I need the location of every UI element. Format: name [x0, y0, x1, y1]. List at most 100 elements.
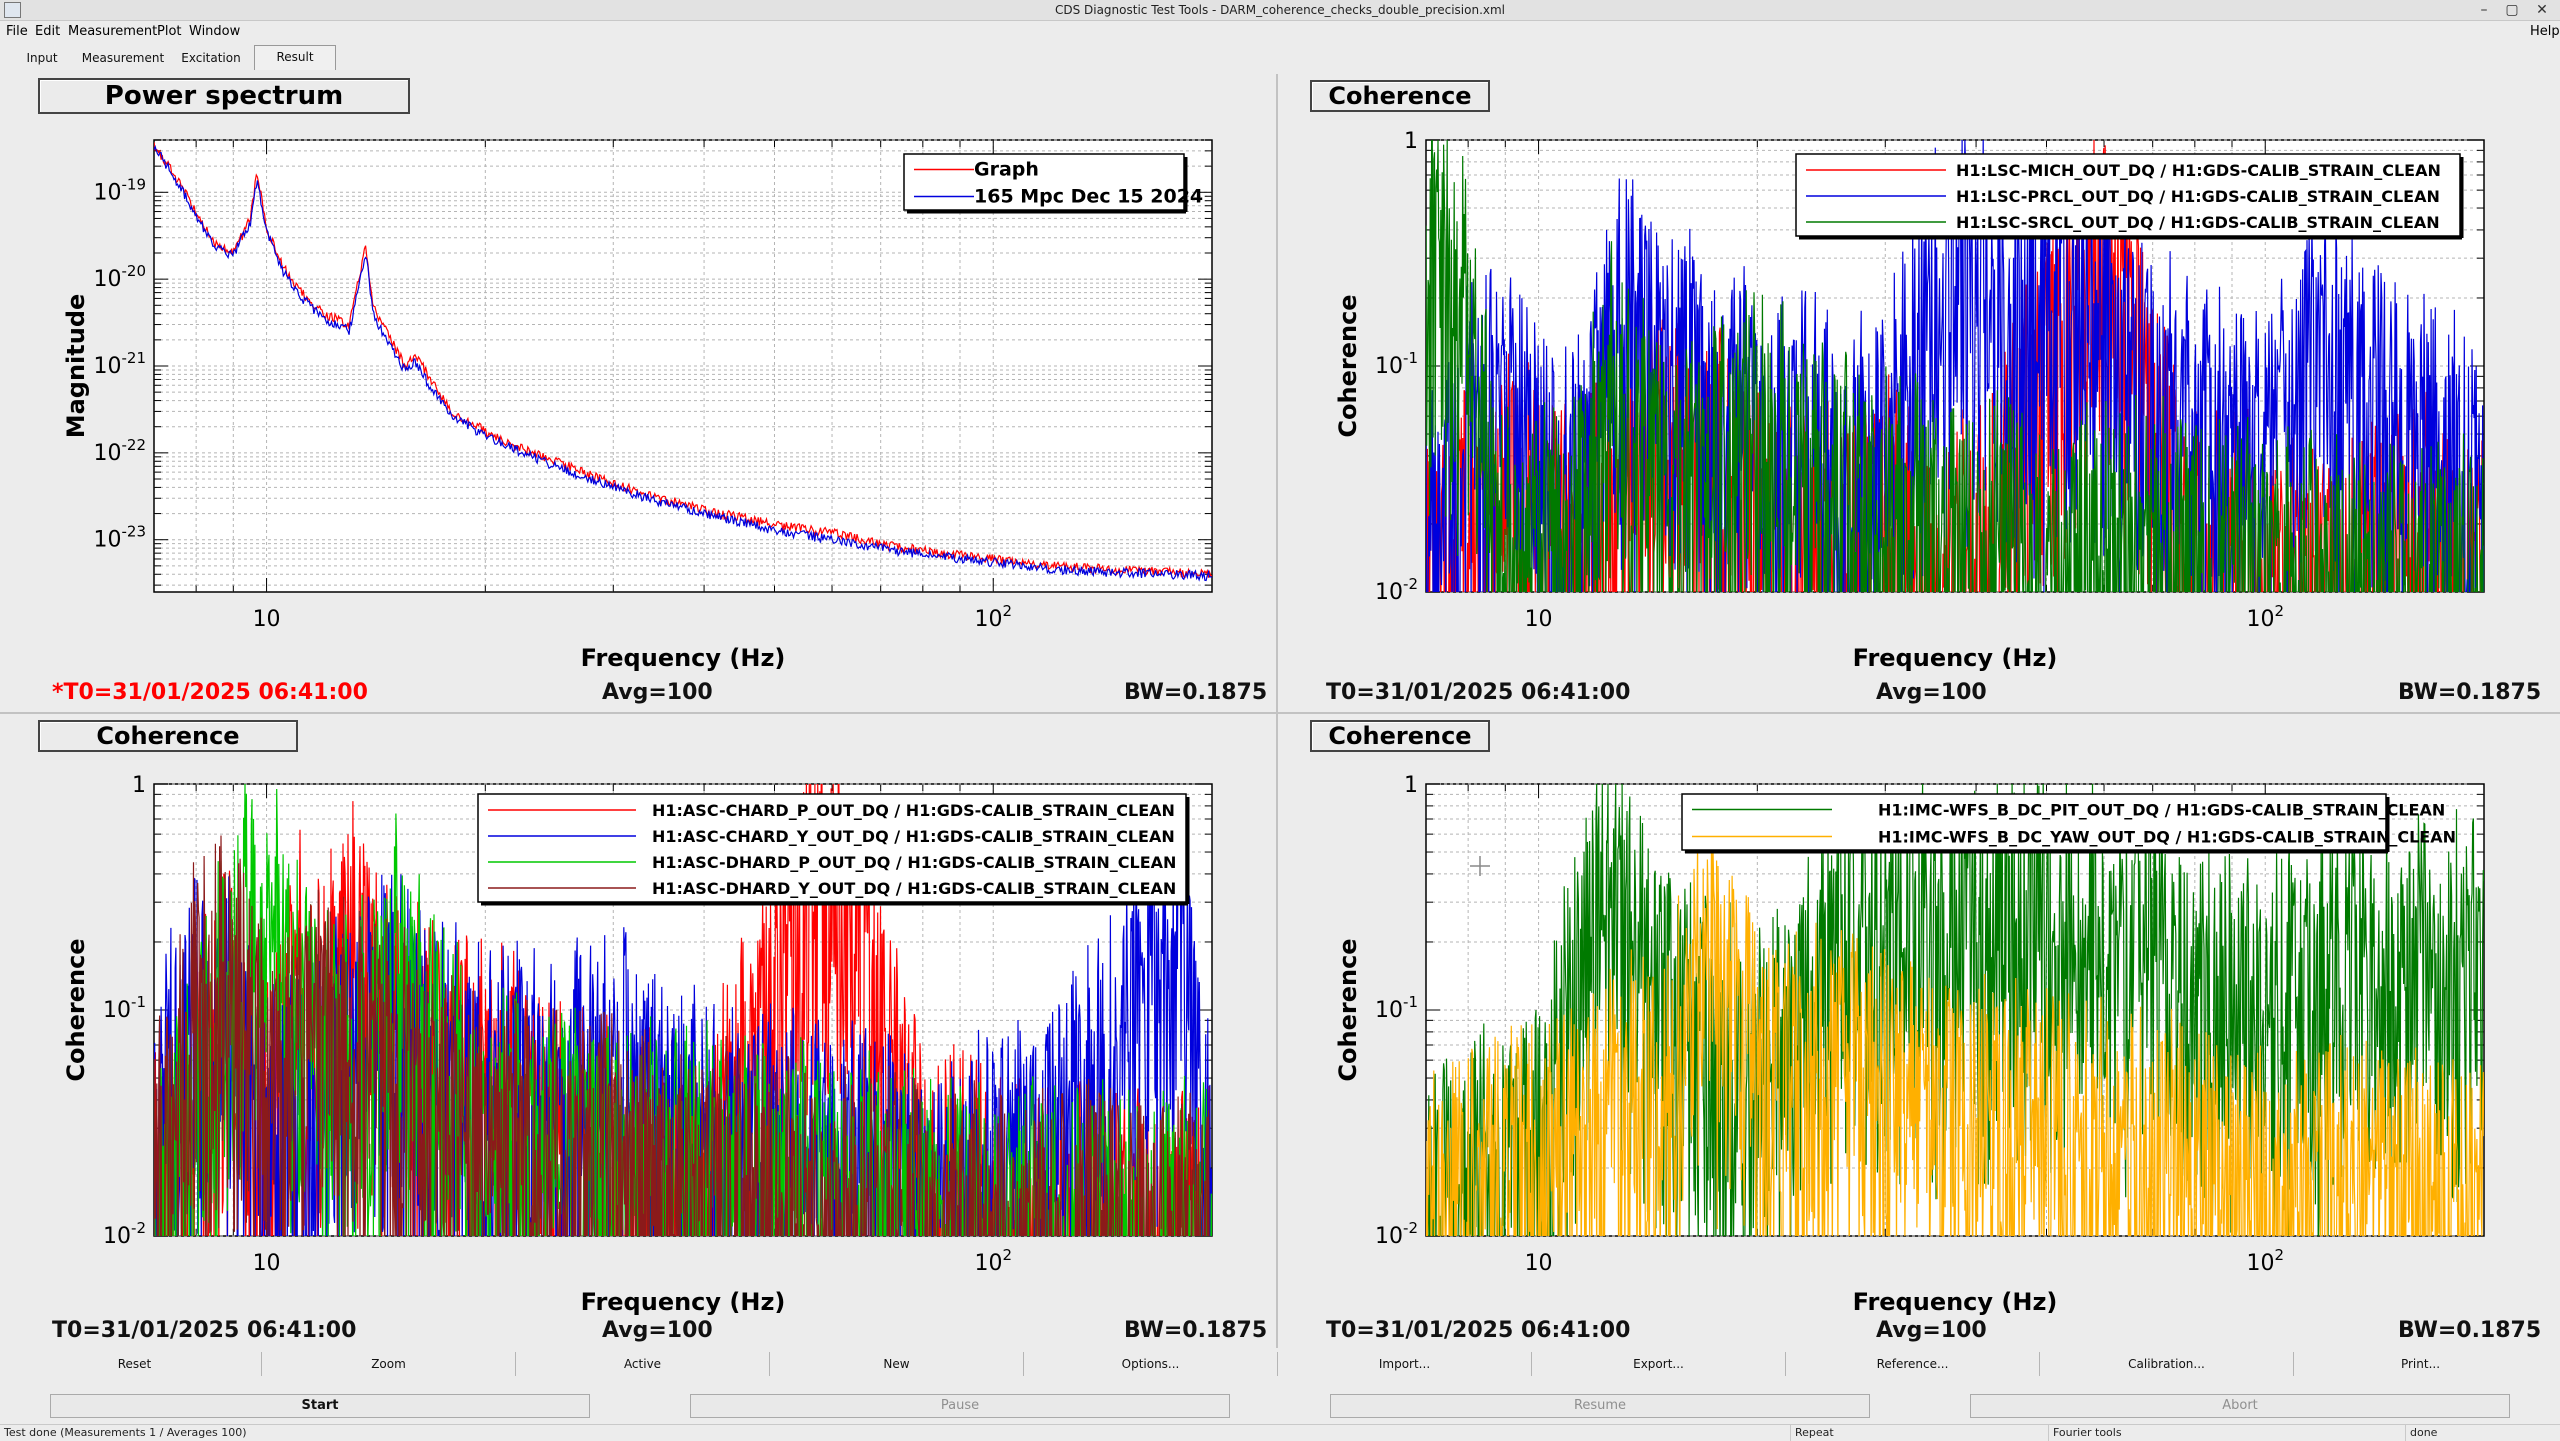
lsc-coherence-chart[interactable]: 10 102 10-2 10-1 1 Frequency (Hz) Coherence H1:…: [1280, 74, 2560, 710]
y-axis-label: Coherence: [1334, 938, 1362, 1081]
y-tick-label: 10-2: [103, 1219, 146, 1249]
menu-help[interactable]: Help: [2530, 24, 2560, 39]
close-button[interactable]: ✕: [2536, 2, 2548, 18]
legend-entry: H1:ASC-CHARD_P_OUT_DQ / H1:GDS-CALIB_STR…: [652, 801, 1175, 820]
abort-button[interactable]: Abort: [1970, 1394, 2510, 1418]
panel-title: Power spectrum: [38, 78, 410, 114]
tab-result[interactable]: Result: [254, 45, 336, 70]
y-tick-label: 10-21: [94, 349, 147, 379]
import-button[interactable]: Import...: [1278, 1352, 1532, 1376]
x-tick-label: 102: [974, 602, 1012, 632]
maximize-button[interactable]: ▢: [2505, 2, 2519, 18]
status-state: done: [2405, 1425, 2437, 1441]
status-repeat: Repeat: [1790, 1425, 1834, 1441]
legend-entry: H1:ASC-CHARD_Y_OUT_DQ / H1:GDS-CALIB_STR…: [652, 827, 1175, 846]
legend-box: [477, 793, 1187, 903]
zoom-button[interactable]: Zoom: [262, 1352, 516, 1376]
series-line: [1427, 784, 2484, 1236]
menu-measurement[interactable]: Measurement: [68, 24, 158, 39]
status-message: Test done (Measurements 1 / Averages 100…: [4, 1426, 247, 1439]
y-tick-label: 10-22: [94, 436, 147, 466]
y-axis-label: Magnitude: [62, 294, 90, 439]
export-button[interactable]: Export...: [1532, 1352, 1786, 1376]
power-spectrum-chart[interactable]: 10 102 10-23 10-22 10-21 10-20 10-19 Frequency …: [0, 74, 1276, 710]
reset-button[interactable]: Reset: [8, 1352, 262, 1376]
pause-button[interactable]: Pause: [690, 1394, 1230, 1418]
menu-file[interactable]: File: [6, 24, 28, 39]
horizontal-divider[interactable]: [0, 712, 2560, 714]
minimize-button[interactable]: –: [2480, 2, 2488, 18]
series-line: [154, 835, 1210, 1236]
bw-label: BW=0.1875: [2398, 680, 2542, 705]
t0-label: T0=31/01/2025 06:41:00: [52, 1318, 357, 1343]
y-axis-label: Coherence: [62, 938, 90, 1081]
x-tick-label: 102: [974, 1246, 1012, 1276]
y-tick-label: 10-2: [1375, 575, 1418, 605]
legend-entry: H1:LSC-MICH_OUT_DQ / H1:GDS-CALIB_STRAIN…: [1956, 161, 2441, 180]
tab-bar: Input Measurement Excitation Result: [0, 45, 2560, 71]
legend-entry: H1:ASC-DHARD_Y_OUT_DQ / H1:GDS-CALIB_STR…: [652, 879, 1176, 898]
x-tick-label: 10: [253, 1251, 281, 1276]
x-tick-label: 102: [2246, 1246, 2284, 1276]
t0-label: *T0=31/01/2025 06:41:00: [52, 680, 368, 705]
status-bar: Test done (Measurements 1 / Averages 100…: [0, 1424, 2560, 1441]
asc-coherence-chart[interactable]: 10 102 10-2 10-1 1 Frequency (Hz) Coherence H1:…: [0, 714, 1276, 1350]
panel-title: Coherence: [38, 720, 298, 752]
lsc-coherence-panel: Coherence 10 102 10-2 10-1 1 Frequency (Hz) Co…: [1280, 74, 2560, 710]
plot-controls-bar: Reset Zoom Active New Options... Import.…: [8, 1352, 2560, 1378]
menu-plot[interactable]: Plot: [157, 24, 182, 39]
legend-entry: 165 Mpc Dec 15 2024: [974, 186, 1203, 208]
series-line: [1426, 140, 2484, 592]
legend-entry: H1:LSC-PRCL_OUT_DQ / H1:GDS-CALIB_STRAIN…: [1956, 187, 2440, 206]
active-button[interactable]: Active: [516, 1352, 770, 1376]
x-tick-label: 10: [253, 607, 281, 632]
x-axis-label: Frequency (Hz): [1853, 1288, 2058, 1316]
app-icon: [4, 2, 21, 18]
tab-measurement[interactable]: Measurement: [81, 51, 165, 65]
legend-entry: H1:IMC-WFS_B_DC_YAW_OUT_DQ / H1:GDS-CALI…: [1878, 828, 2456, 847]
y-tick-label: 10-1: [1375, 993, 1418, 1023]
window-title: CDS Diagnostic Test Tools - DARM_coheren…: [1054, 3, 1506, 17]
tab-input[interactable]: Input: [26, 51, 58, 65]
avg-label: Avg=100: [1876, 680, 1987, 705]
legend-box: [903, 153, 1185, 211]
series-line: [1426, 793, 2484, 1236]
t0-label: T0=31/01/2025 06:41:00: [1326, 1318, 1631, 1343]
calibration-button[interactable]: Calibration...: [2040, 1352, 2294, 1376]
resume-button[interactable]: Resume: [1330, 1394, 1870, 1418]
reference-button[interactable]: Reference...: [1786, 1352, 2040, 1376]
vertical-divider[interactable]: [1276, 74, 1278, 1348]
options-button[interactable]: Options...: [1024, 1352, 1278, 1376]
bw-label: BW=0.1875: [1124, 1318, 1268, 1343]
x-axis-label: Frequency (Hz): [581, 1288, 786, 1316]
new-button[interactable]: New: [770, 1352, 1024, 1376]
y-tick-label: 1: [132, 773, 146, 798]
tab-excitation[interactable]: Excitation: [181, 51, 241, 65]
start-button[interactable]: Start: [50, 1394, 590, 1418]
x-tick-label: 10: [1525, 1251, 1553, 1276]
status-fourier: Fourier tools: [2048, 1425, 2122, 1441]
legend-box: [1681, 793, 2387, 851]
y-tick-label: 10-23: [94, 523, 147, 553]
x-axis-label: Frequency (Hz): [581, 644, 786, 672]
t0-label: T0=31/01/2025 06:41:00: [1326, 680, 1631, 705]
run-controls-bar: Start Pause Resume Abort: [0, 1392, 2560, 1420]
y-tick-label: 10-1: [1375, 349, 1418, 379]
x-tick-label: 102: [2246, 602, 2284, 632]
x-tick-label: 10: [1525, 607, 1553, 632]
imc-coherence-chart[interactable]: 10 102 10-2 10-1 1 Frequency (Hz) Coherence H1:…: [1280, 714, 2560, 1350]
avg-label: Avg=100: [602, 680, 713, 705]
menu-window[interactable]: Window: [189, 24, 241, 39]
menu-bar: File Edit Measurement Plot Window Help: [0, 21, 2560, 43]
y-axis-label: Coherence: [1334, 294, 1362, 437]
y-tick-label: 10-1: [103, 993, 146, 1023]
panel-title: Coherence: [1310, 80, 1490, 112]
bw-label: BW=0.1875: [2398, 1318, 2542, 1343]
power-spectrum-panel: Power spectrum 10 102 10-23 10-22 10-21 10-20…: [0, 74, 1276, 710]
print-button[interactable]: Print...: [2400, 1357, 2441, 1371]
y-tick-label: 10-19: [94, 175, 147, 205]
x-axis-label: Frequency (Hz): [1853, 644, 2058, 672]
legend-entry: H1:ASC-DHARD_P_OUT_DQ / H1:GDS-CALIB_STR…: [652, 853, 1176, 872]
menu-edit[interactable]: Edit: [35, 24, 61, 39]
legend-entry: H1:IMC-WFS_B_DC_PIT_OUT_DQ / H1:GDS-CALI…: [1878, 801, 2445, 820]
